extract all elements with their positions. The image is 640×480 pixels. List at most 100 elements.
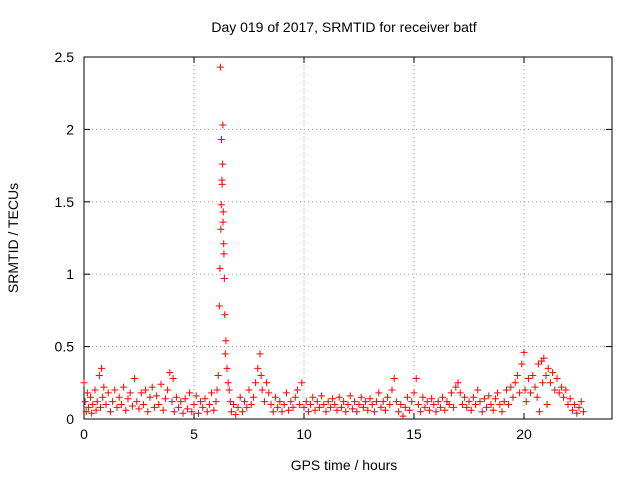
data-point xyxy=(222,337,230,345)
data-point xyxy=(84,403,92,411)
data-point xyxy=(489,406,497,414)
data-point xyxy=(483,403,491,411)
data-point xyxy=(425,406,433,414)
data-point xyxy=(417,408,425,416)
data-point xyxy=(386,401,394,409)
data-point xyxy=(348,405,356,413)
data-point xyxy=(216,63,224,71)
data-point xyxy=(445,401,453,409)
data-point xyxy=(375,389,383,397)
x-tick-label: 0 xyxy=(80,426,88,442)
data-point xyxy=(465,398,473,406)
ticks-layer: 0 5 10 15 20 0 0.5 1 1.5 2 2.5 xyxy=(55,49,612,442)
data-point xyxy=(309,393,317,401)
data-point xyxy=(170,408,178,416)
data-point xyxy=(549,369,557,377)
data-point xyxy=(560,393,568,401)
data-point xyxy=(265,389,273,397)
data-point xyxy=(406,406,414,414)
data-point xyxy=(450,403,458,411)
data-point xyxy=(194,409,202,417)
data-point xyxy=(117,401,125,409)
data-point xyxy=(98,364,106,372)
data-point xyxy=(113,403,121,411)
data-point xyxy=(340,398,348,406)
data-point xyxy=(557,383,565,391)
data-point xyxy=(472,401,480,409)
data-point xyxy=(342,408,350,416)
data-point xyxy=(224,379,232,387)
data-point xyxy=(500,398,508,406)
data-point xyxy=(452,383,460,391)
data-point xyxy=(124,395,132,403)
data-point xyxy=(496,401,504,409)
data-point xyxy=(225,386,233,394)
data-point xyxy=(245,386,253,394)
data-point xyxy=(304,408,312,416)
data-point xyxy=(126,389,134,397)
x-tick-label: 5 xyxy=(190,426,198,442)
data-point xyxy=(388,386,396,394)
data-point xyxy=(221,350,229,358)
data-point xyxy=(220,250,228,258)
data-point xyxy=(353,408,361,416)
data-point xyxy=(236,393,244,401)
data-point xyxy=(430,401,438,409)
data-point xyxy=(511,379,519,387)
data-point xyxy=(169,374,177,382)
data-point xyxy=(172,393,180,401)
data-point xyxy=(395,408,403,416)
data-point xyxy=(366,395,374,403)
data-point xyxy=(177,398,185,406)
data-point xyxy=(254,364,262,372)
data-point xyxy=(494,389,502,397)
data-point xyxy=(179,409,187,417)
data-point xyxy=(210,406,218,414)
data-point xyxy=(238,408,246,416)
y-tick-label: 2.5 xyxy=(55,49,75,65)
data-point xyxy=(577,398,585,406)
data-point xyxy=(247,401,255,409)
data-point xyxy=(115,393,123,401)
data-point xyxy=(153,392,161,400)
data-point xyxy=(529,372,537,380)
data-point xyxy=(546,379,554,387)
data-point xyxy=(137,389,145,397)
data-point xyxy=(221,311,229,319)
data-point xyxy=(285,406,293,414)
data-point xyxy=(326,403,334,411)
data-point xyxy=(212,398,220,406)
data-point xyxy=(135,405,143,413)
data-point xyxy=(318,392,326,400)
data-point xyxy=(164,386,172,394)
data-point xyxy=(220,275,228,283)
data-point xyxy=(461,393,469,401)
data-point xyxy=(377,403,385,411)
data-point xyxy=(390,374,398,382)
data-point xyxy=(296,401,304,409)
data-point xyxy=(562,386,570,394)
data-point xyxy=(93,398,101,406)
data-point xyxy=(573,409,581,417)
data-point xyxy=(289,403,297,411)
data-point xyxy=(208,389,216,397)
data-point xyxy=(535,408,543,416)
data-point xyxy=(128,402,136,410)
data-point xyxy=(83,389,91,397)
data-point xyxy=(439,393,447,401)
data-point xyxy=(527,389,535,397)
data-point xyxy=(333,406,341,414)
data-point xyxy=(311,406,319,414)
data-point xyxy=(551,386,559,394)
data-point xyxy=(568,406,576,414)
data-point xyxy=(203,408,211,416)
data-point xyxy=(364,406,372,414)
data-point xyxy=(234,403,242,411)
data-point xyxy=(269,408,277,416)
data-point xyxy=(104,389,112,397)
data-point xyxy=(531,383,539,391)
data-point xyxy=(219,218,227,226)
data-point xyxy=(403,393,411,401)
data-point xyxy=(469,393,477,401)
data-point xyxy=(219,121,227,129)
